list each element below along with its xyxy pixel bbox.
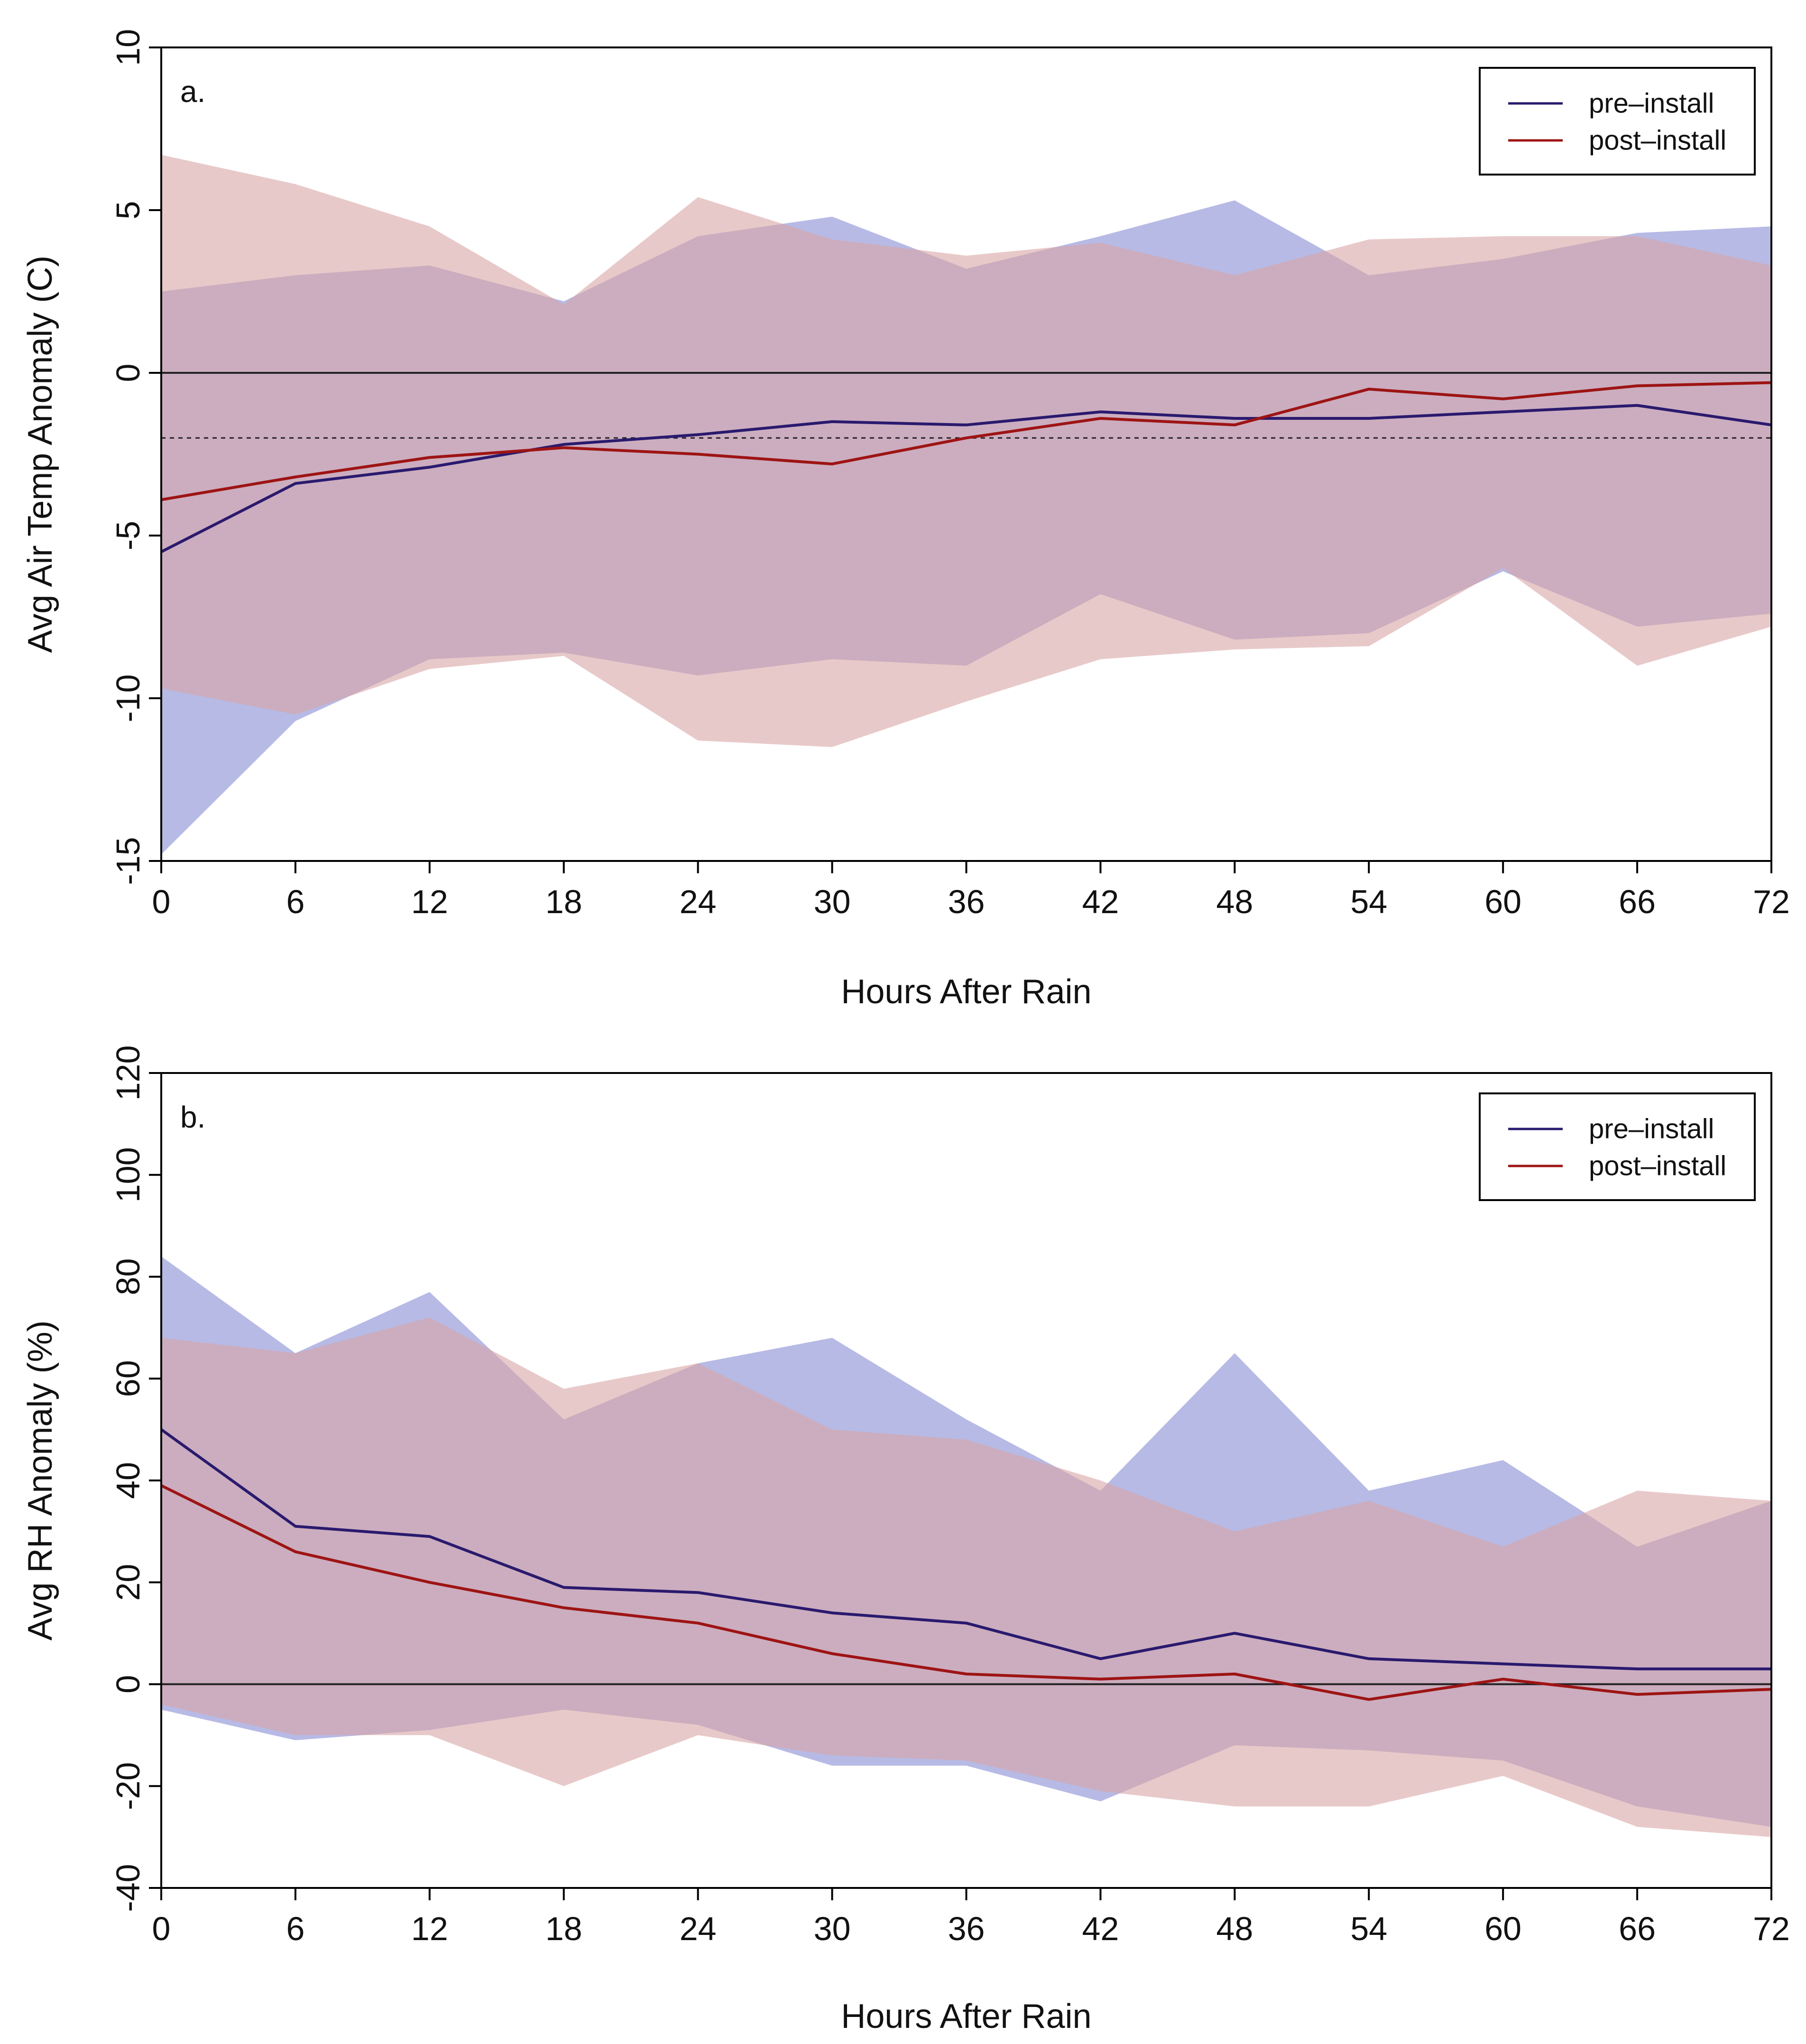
panel-a-x-axis: 0 6 12 18 24 30 36 42 48 54 60 66 72 (152, 861, 1790, 920)
panel-b-x-tick-label: 6 (286, 1910, 304, 1947)
panel-a-x-tick-label: 12 (411, 883, 448, 920)
panel-b-x-tick-label: 30 (814, 1910, 851, 1947)
panel-a-legend-label-pre-install: pre–install (1589, 88, 1714, 119)
panel-a-y-tick-label: -15 (110, 837, 147, 885)
panel-a-x-tick-label: 48 (1216, 883, 1253, 920)
panel-a-y-tick-label: 5 (110, 201, 147, 220)
panel-b-x-tick-label: 0 (152, 1910, 171, 1947)
panel-a-y-tick-label: -5 (110, 521, 147, 550)
panel-b-x-tick-label: 66 (1619, 1910, 1656, 1947)
panel-b-mean-line-post-install (160, 1484, 1772, 1701)
panel-b: 0 6 12 18 24 30 36 42 48 54 60 66 72 -40 -20 0 20 40 60 80… (21, 1045, 1790, 2035)
panel-a-x-axis-label: Hours After Rain (841, 973, 1091, 1011)
panel-a-x-tick-label: 72 (1753, 883, 1790, 920)
panel-a-mean-lines (160, 381, 1772, 553)
panel-a-x-tick-label: 36 (948, 883, 985, 920)
panel-a-x-tick-label: 24 (680, 883, 717, 920)
panel-a-mean-line-post-install (161, 381, 1772, 501)
panel-b-y-tick-label: 120 (110, 1045, 147, 1101)
panel-b-bands (161, 1256, 1771, 1837)
panel-b-x-tick-label: 42 (1082, 1910, 1119, 1947)
panel-a-legend-box (1479, 67, 1756, 176)
panel-a-x-tick-label: 0 (152, 883, 171, 920)
panel-a: 0 6 12 18 24 30 36 42 48 54 60 66 72 -15 -10 -5 0 5 10 a.… (21, 29, 1790, 1011)
panel-a-y-tick-label: -10 (110, 674, 147, 722)
panel-b-label: b. (180, 1100, 205, 1134)
panel-a-x-tick-label: 54 (1350, 883, 1387, 920)
panel-a-x-tick-label: 18 (545, 883, 582, 920)
panel-b-mean-line-pre-install (160, 1428, 1771, 1671)
panel-b-x-tick-label: 12 (411, 1910, 448, 1947)
panel-b-x-tick-label: 36 (948, 1910, 985, 1947)
panel-b-x-axis: 0 6 12 18 24 30 36 42 48 54 60 66 72 (152, 1888, 1790, 1947)
panel-b-band-post-install (161, 1317, 1771, 1837)
panel-a-y-tick-label: 0 (110, 364, 147, 382)
panel-a-x-tick-label: 66 (1619, 883, 1656, 920)
panel-a-x-tick-label: 42 (1082, 883, 1119, 920)
panel-b-x-tick-label: 60 (1484, 1910, 1521, 1947)
panel-b-y-tick-label: 100 (110, 1147, 147, 1202)
panel-b-y-tick-label: -20 (110, 1762, 147, 1810)
panel-a-x-tick-label: 60 (1484, 883, 1521, 920)
panel-a-label: a. (180, 74, 205, 109)
panel-a-y-tick-label: 10 (110, 29, 147, 66)
panel-a-mean-line-pre-install (160, 404, 1772, 553)
panel-b-x-axis-label: Hours After Rain (841, 1998, 1091, 2035)
panel-b-y-tick-label: 40 (110, 1462, 147, 1499)
panel-b-y-tick-label: 80 (110, 1258, 147, 1295)
panel-a-legend-label-post-install: post–install (1589, 125, 1726, 156)
panel-a-x-tick-label: 30 (814, 883, 851, 920)
panel-b-mean-lines (160, 1428, 1772, 1701)
panel-b-y-tick-label: 20 (110, 1564, 147, 1601)
panel-a-legend: pre–install post–install (1479, 67, 1756, 176)
panel-b-y-axis-label: Avg RH Anomaly (%) (21, 1321, 59, 1641)
panel-b-y-tick-label: 0 (110, 1675, 147, 1693)
panel-b-x-tick-label: 24 (680, 1910, 717, 1947)
panel-b-legend-box (1479, 1092, 1756, 1201)
panel-a-y-axis: -15 -10 -5 0 5 10 (110, 29, 161, 885)
panel-a-band-post-install (161, 155, 1771, 747)
panel-b-y-tick-label: -40 (110, 1864, 147, 1912)
panel-b-x-tick-label: 54 (1350, 1910, 1387, 1947)
panel-b-y-axis: -40 -20 0 20 40 60 80 100 120 (110, 1045, 161, 1912)
panel-b-x-tick-label: 18 (545, 1910, 582, 1947)
panel-a-bands (161, 155, 1771, 855)
panel-a-x-tick-label: 6 (286, 883, 304, 920)
panel-b-legend: pre–install post–install (1479, 1092, 1756, 1201)
panel-b-legend-label-post-install: post–install (1589, 1151, 1726, 1182)
panel-b-x-tick-label: 72 (1753, 1910, 1790, 1947)
panel-b-legend-label-pre-install: pre–install (1589, 1114, 1714, 1145)
panel-b-x-tick-label: 48 (1216, 1910, 1253, 1947)
panel-a-y-axis-label: Avg Air Temp Anomaly (C) (21, 256, 59, 653)
panel-b-y-tick-label: 60 (110, 1360, 147, 1397)
